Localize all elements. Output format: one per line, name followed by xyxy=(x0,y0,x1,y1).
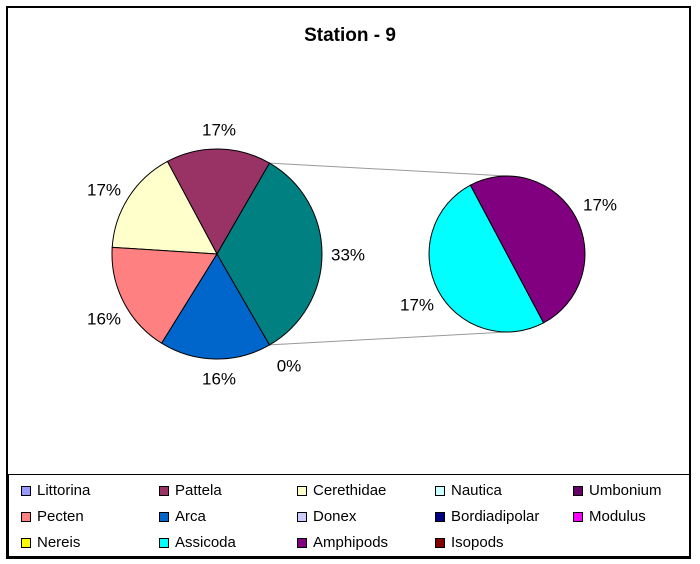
legend-label: Littorina xyxy=(37,482,91,499)
slice-pecten xyxy=(111,246,218,344)
label-umbonium: 0% xyxy=(277,356,302,375)
secondary-pie xyxy=(428,175,586,333)
legend-swatch xyxy=(159,511,169,522)
slice-arca xyxy=(160,253,271,360)
label-cerethidae: 16% xyxy=(87,309,121,328)
legend-label: Donex xyxy=(313,508,357,525)
legend-swatch xyxy=(297,537,307,548)
legend-label: Bordiadipolar xyxy=(451,508,540,525)
slice-assicoda xyxy=(428,184,545,333)
legend-swatch xyxy=(21,511,31,522)
legend-label: Arca xyxy=(175,508,206,525)
label-pecten: 17% xyxy=(87,180,121,199)
legend-label: Assicoda xyxy=(175,534,236,551)
chart-title: Station - 9 xyxy=(304,25,396,46)
legend-swatch xyxy=(435,511,445,522)
connector-lines xyxy=(269,162,508,346)
legend-label: Umbonium xyxy=(589,482,662,499)
label-amphipods: 17% xyxy=(583,195,617,214)
legend-swatch xyxy=(297,511,307,522)
legend-swatch xyxy=(573,485,583,496)
slice-amphipods xyxy=(469,175,586,324)
label-other: 33% xyxy=(331,245,365,264)
data-labels: 16% 16% 17% 17% 33% 0% 17% 17% xyxy=(87,120,617,388)
connector-bottom xyxy=(269,331,508,346)
legend-item-bordiadipolar: Bordiadipolar xyxy=(435,508,539,525)
slice-other xyxy=(216,162,323,346)
legend-item-pecten: Pecten xyxy=(21,508,84,525)
legend-label: Cerethidae xyxy=(313,482,387,499)
legend-swatch xyxy=(21,537,31,548)
legend-label: Nereis xyxy=(37,534,81,551)
legend-item-modulus: Modulus xyxy=(573,508,646,525)
legend-label: Modulus xyxy=(589,508,646,525)
legend-item-amphipods: Amphipods xyxy=(297,534,388,551)
legend-swatch xyxy=(21,485,31,496)
legend-swatch xyxy=(159,485,169,496)
legend-item-cerethidae: Cerethidae xyxy=(297,482,386,499)
label-pattela: 16% xyxy=(202,369,236,388)
legend-item-pattela: Pattela xyxy=(159,482,222,499)
legend-label: Pattela xyxy=(175,482,222,499)
legend-item-donex: Donex xyxy=(297,508,356,525)
pie-of-pie-chart: 16% 16% 17% 17% 33% 0% 17% 17% xyxy=(87,120,617,388)
legend-label: Isopods xyxy=(451,534,504,551)
slice-cerethidae xyxy=(111,160,218,255)
legend: Littorina Pattela Cerethidae Nautica Umboniu… xyxy=(8,474,690,557)
legend-swatch xyxy=(297,485,307,496)
legend-label: Amphipods xyxy=(313,534,389,551)
legend-swatch xyxy=(435,485,445,496)
legend-item-isopods: Isopods xyxy=(435,534,504,551)
legend-item-littorina: Littorina xyxy=(21,482,90,499)
legend-item-umbonium: Umbonium xyxy=(573,482,662,499)
legend-item-nereis: Nereis xyxy=(21,534,80,551)
legend-swatch xyxy=(573,511,583,522)
legend-label: Nautica xyxy=(451,482,502,499)
legend-label: Pecten xyxy=(37,508,84,525)
connector-top xyxy=(269,162,508,177)
legend-item-assicoda: Assicoda xyxy=(159,534,236,551)
legend-item-arca: Arca xyxy=(159,508,206,525)
legend-swatch xyxy=(435,537,445,548)
legend-item-nautica: Nautica xyxy=(435,482,502,499)
label-arca: 17% xyxy=(202,120,236,139)
slice-pattela xyxy=(166,148,271,256)
main-pie xyxy=(111,148,323,360)
legend-swatch xyxy=(159,537,169,548)
label-assicoda: 17% xyxy=(400,295,434,314)
